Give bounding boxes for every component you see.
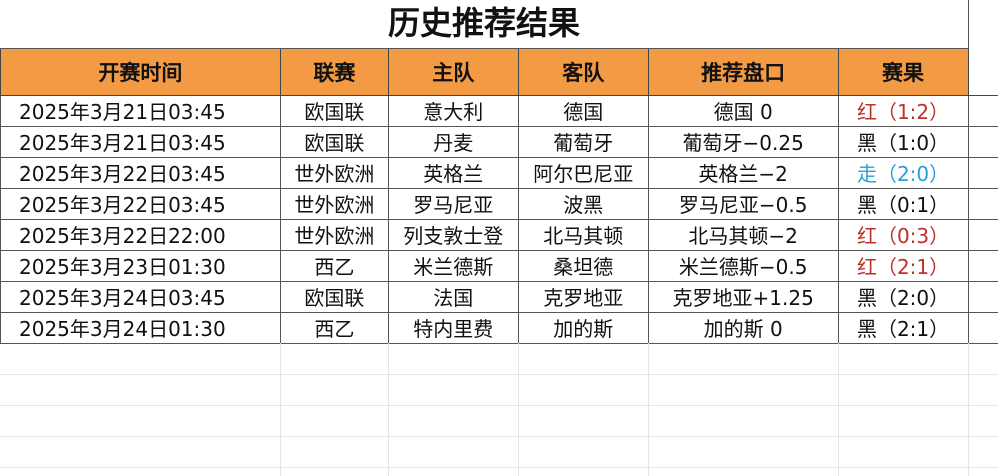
cell-time[interactable]: 2025年3月21日03:45: [0, 125, 281, 158]
cell-away[interactable]: 北马其顿: [517, 218, 649, 251]
empty-cell[interactable]: [967, 187, 998, 220]
empty-cell[interactable]: [967, 94, 998, 127]
table-row: 2025年3月21日03:45 欧国联 丹麦 葡萄牙 葡萄牙−0.25 黑（1:0）: [0, 125, 998, 158]
cell-home[interactable]: 特内里费: [387, 311, 519, 344]
cell-away[interactable]: 加的斯: [517, 311, 649, 344]
cell-result[interactable]: 黑（1:0）: [837, 125, 969, 158]
cell-time[interactable]: 2025年3月24日03:45: [0, 280, 281, 313]
header-pick[interactable]: 推荐盘口: [647, 49, 839, 96]
cell-home[interactable]: 罗马尼亚: [387, 187, 519, 220]
cell-league[interactable]: 西乙: [279, 311, 389, 344]
empty-cell[interactable]: [967, 49, 998, 96]
cell-league[interactable]: 世外欧洲: [279, 156, 389, 189]
cell-home[interactable]: 法国: [387, 280, 519, 313]
cell-pick[interactable]: 德国 0: [647, 94, 839, 127]
cell-home[interactable]: 丹麦: [387, 125, 519, 158]
header-home[interactable]: 主队: [387, 49, 519, 96]
cell-result[interactable]: 黑（2:0）: [837, 280, 969, 313]
header-row: 开赛时间 联赛 主队 客队 推荐盘口 赛果: [0, 49, 998, 96]
sheet-title: 历史推荐结果: [0, 0, 968, 49]
results-table: 开赛时间 联赛 主队 客队 推荐盘口 赛果 2025年3月21日03:45 欧国联…: [0, 49, 998, 344]
table-row: 2025年3月24日03:45 欧国联 法国 克罗地亚 克罗地亚+1.25 黑（2:0）: [0, 280, 998, 313]
cell-league[interactable]: 欧国联: [279, 280, 389, 313]
header-time[interactable]: 开赛时间: [0, 49, 281, 96]
cell-league[interactable]: 世外欧洲: [279, 187, 389, 220]
cell-pick[interactable]: 加的斯 0: [647, 311, 839, 344]
cell-away[interactable]: 波黑: [517, 187, 649, 220]
cell-result[interactable]: 黑（2:1）: [837, 311, 969, 344]
empty-cell[interactable]: [967, 125, 998, 158]
cell-divider: [968, 0, 969, 49]
cell-pick[interactable]: 米兰德斯−0.5: [647, 249, 839, 282]
cell-pick[interactable]: 英格兰−2: [647, 156, 839, 189]
cell-time[interactable]: 2025年3月24日01:30: [0, 311, 281, 344]
cell-time[interactable]: 2025年3月22日22:00: [0, 218, 281, 251]
header-league[interactable]: 联赛: [279, 49, 389, 96]
cell-away[interactable]: 德国: [517, 94, 649, 127]
cell-result[interactable]: 红（2:1）: [837, 249, 969, 282]
header-away[interactable]: 客队: [517, 49, 649, 96]
empty-cell[interactable]: [967, 311, 998, 344]
cell-away[interactable]: 阿尔巴尼亚: [517, 156, 649, 189]
table-row: 2025年3月22日03:45 世外欧洲 罗马尼亚 波黑 罗马尼亚−0.5 黑（0:1）: [0, 187, 998, 220]
cell-home[interactable]: 英格兰: [387, 156, 519, 189]
cell-pick[interactable]: 克罗地亚+1.25: [647, 280, 839, 313]
table-row: 2025年3月24日01:30 西乙 特内里费 加的斯 加的斯 0 黑（2:1）: [0, 311, 998, 344]
cell-pick[interactable]: 罗马尼亚−0.5: [647, 187, 839, 220]
cell-away[interactable]: 葡萄牙: [517, 125, 649, 158]
cell-home[interactable]: 米兰德斯: [387, 249, 519, 282]
cell-league[interactable]: 西乙: [279, 249, 389, 282]
cell-time[interactable]: 2025年3月22日03:45: [0, 156, 281, 189]
cell-away[interactable]: 克罗地亚: [517, 280, 649, 313]
cell-league[interactable]: 欧国联: [279, 94, 389, 127]
cell-away[interactable]: 桑坦德: [517, 249, 649, 282]
cell-pick[interactable]: 北马其顿−2: [647, 218, 839, 251]
table-row: 2025年3月22日22:00 世外欧洲 列支敦士登 北马其顿 北马其顿−2 红（0:3）: [0, 218, 998, 251]
cell-league[interactable]: 世外欧洲: [279, 218, 389, 251]
cell-home[interactable]: 意大利: [387, 94, 519, 127]
cell-home[interactable]: 列支敦士登: [387, 218, 519, 251]
cell-result[interactable]: 红（1:2）: [837, 94, 969, 127]
cell-result[interactable]: 红（0:3）: [837, 218, 969, 251]
cell-time[interactable]: 2025年3月23日01:30: [0, 249, 281, 282]
empty-cell[interactable]: [967, 156, 998, 189]
cell-league[interactable]: 欧国联: [279, 125, 389, 158]
cell-time[interactable]: 2025年3月21日03:45: [0, 94, 281, 127]
header-result[interactable]: 赛果: [837, 49, 969, 96]
empty-cell[interactable]: [967, 280, 998, 313]
table-row: 2025年3月21日03:45 欧国联 意大利 德国 德国 0 红（1:2）: [0, 94, 998, 127]
cell-time[interactable]: 2025年3月22日03:45: [0, 187, 281, 220]
cell-pick[interactable]: 葡萄牙−0.25: [647, 125, 839, 158]
empty-cell[interactable]: [967, 218, 998, 251]
table-row: 2025年3月23日01:30 西乙 米兰德斯 桑坦德 米兰德斯−0.5 红（2:1）: [0, 249, 998, 282]
cell-result[interactable]: 走（2:0）: [837, 156, 969, 189]
cell-result[interactable]: 黑（0:1）: [837, 187, 969, 220]
table-row: 2025年3月22日03:45 世外欧洲 英格兰 阿尔巴尼亚 英格兰−2 走（2:0）: [0, 156, 998, 189]
empty-cell[interactable]: [967, 249, 998, 282]
